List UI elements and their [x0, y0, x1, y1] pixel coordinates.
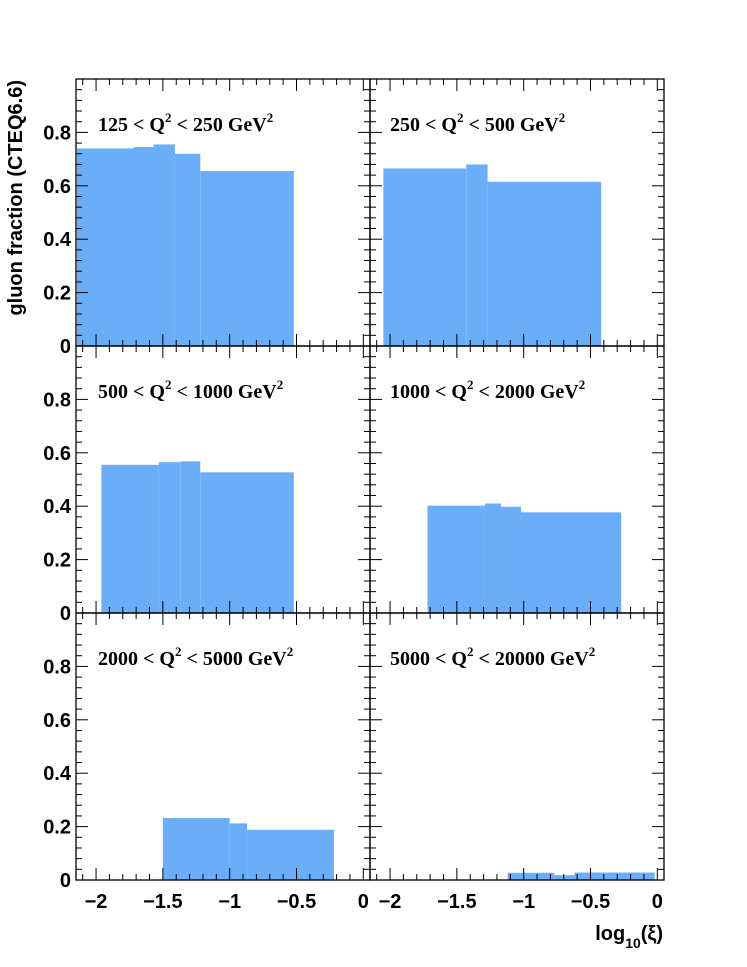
panel-label-part-label_sup: 2 [467, 377, 474, 392]
panel-label-part-label_pre: 125 < Q [98, 114, 165, 136]
histogram-bin-p3-b3 [180, 461, 201, 613]
x-tick-label: 0 [652, 891, 663, 913]
histogram-bin-p5-b1 [162, 818, 230, 880]
y-tick-label: 0.8 [43, 122, 71, 144]
y-tick-label: 0.8 [43, 656, 71, 678]
panel-label-2: 250 < Q2 < 500 GeV2 [390, 110, 565, 136]
histogram-bin-p1-b2 [133, 147, 154, 346]
y-tick-label: 0.2 [43, 817, 71, 839]
x-tick-label: −0.5 [277, 891, 316, 913]
axes-layer [75, 78, 665, 881]
panel-label-part-label_pre: 5000 < Q [390, 648, 467, 670]
panel-label-part-label_sup2: 2 [287, 644, 294, 659]
histogram-bin-p2-b1 [383, 168, 467, 346]
histogram-bin-p1-b3 [153, 144, 175, 346]
panel-label-part-label_mid: < 500 GeV [463, 114, 559, 136]
histogram-bin-p2-b3 [487, 181, 602, 346]
panel-label-part-label_sup: 2 [165, 110, 172, 125]
y-tick-label: 0.8 [43, 389, 71, 411]
x-tick-label: −1 [218, 891, 241, 913]
y-tick-label: 0.6 [43, 443, 71, 465]
panel-label-part-label_sup: 2 [175, 644, 182, 659]
histogram-bin-p3-b4 [200, 472, 294, 613]
x-tick-label: 0 [358, 891, 369, 913]
panel-label-part-label_sup2: 2 [579, 377, 586, 392]
histogram-bin-p4-b3 [500, 506, 522, 613]
x-tick-label: −2 [85, 891, 108, 913]
y-tick-label: 0.4 [43, 763, 72, 785]
panel-label-part-label_sup2: 2 [559, 110, 566, 125]
panel-label-part-label_sup2: 2 [277, 377, 284, 392]
panel-label-part-label_pre: 1000 < Q [390, 381, 467, 403]
panels-layer [77, 144, 655, 880]
y-tick-label: 0.2 [43, 283, 71, 305]
x-tick-label: −1 [512, 891, 535, 913]
histogram-bin-p3-b2 [158, 462, 181, 613]
y-tick-label: 0.4 [43, 496, 72, 518]
panel-label-4: 1000 < Q2 < 2000 GeV2 [390, 377, 585, 403]
panel-frame-6 [369, 612, 665, 881]
histogram-bin-p1-b1 [77, 148, 134, 346]
panel-label-part-label_mid: < 250 GeV [171, 114, 267, 136]
panel-label-1: 125 < Q2 < 250 GeV2 [98, 110, 273, 136]
y-tick-label: 0 [60, 603, 71, 625]
panel-label-part-label_pre: 250 < Q [390, 114, 457, 136]
x-axis-title: log10(ξ) [595, 923, 663, 951]
x-tick-label: −1.5 [437, 891, 476, 913]
panel-label-part-label_mid: < 2000 GeV [473, 381, 579, 403]
histogram-bin-p4-b2 [484, 503, 501, 613]
panel-label-6: 5000 < Q2 < 20000 GeV2 [390, 644, 595, 670]
panel-label-part-label_sup: 2 [467, 644, 474, 659]
histogram-bin-p1-b5 [200, 171, 294, 346]
y-tick-label: 0.6 [43, 176, 71, 198]
y-axis-title: gluon fraction (CTEQ6.6) [5, 80, 27, 316]
y-tick-label: 0.2 [43, 550, 71, 572]
panel-label-part-label_sup: 2 [165, 377, 172, 392]
panel-label-part-label_mid: < 20000 GeV [473, 648, 589, 670]
histogram-bin-p2-b2 [466, 164, 488, 346]
histogram-bin-p6-b3 [574, 872, 655, 880]
panel-label-3: 500 < Q2 < 1000 GeV2 [98, 377, 283, 403]
panel-label-part-label_sup2: 2 [589, 644, 596, 659]
y-tick-label: 0.6 [43, 710, 71, 732]
panel-label-part-label_pre: 2000 < Q [98, 648, 175, 670]
histogram-bin-p4-b1 [427, 505, 485, 613]
y-tick-label: 0 [60, 336, 71, 358]
x-axis-title-sub: 10 [625, 935, 641, 951]
x-axis-title-main: log [595, 923, 625, 945]
panel-label-part-label_mid: < 5000 GeV [181, 648, 287, 670]
panel-label-part-label_sup: 2 [457, 110, 464, 125]
panel-label-5: 2000 < Q2 < 5000 GeV2 [98, 644, 293, 670]
histogram-bin-p1-b4 [174, 153, 201, 346]
histogram-bin-p6-b2 [554, 875, 575, 880]
x-tick-label: −2 [379, 891, 402, 913]
x-tick-label: −1.5 [143, 891, 182, 913]
histogram-bin-p4-b4 [521, 512, 622, 613]
y-tick-label: 0.4 [43, 229, 72, 251]
x-tick-label: −0.5 [571, 891, 610, 913]
panel-label-part-label_sup2: 2 [267, 110, 274, 125]
x-axis-title-tail: (ξ) [641, 923, 663, 945]
histogram-bin-p5-b3 [247, 829, 334, 880]
histogram-bin-p6-b1 [507, 872, 555, 880]
panel-label-part-label_mid: < 1000 GeV [171, 381, 277, 403]
panel-label-part-label_pre: 500 < Q [98, 381, 165, 403]
histogram-bin-p5-b2 [229, 823, 248, 880]
y-tick-label: 0 [60, 870, 71, 892]
histogram-bin-p3-b1 [101, 464, 159, 613]
